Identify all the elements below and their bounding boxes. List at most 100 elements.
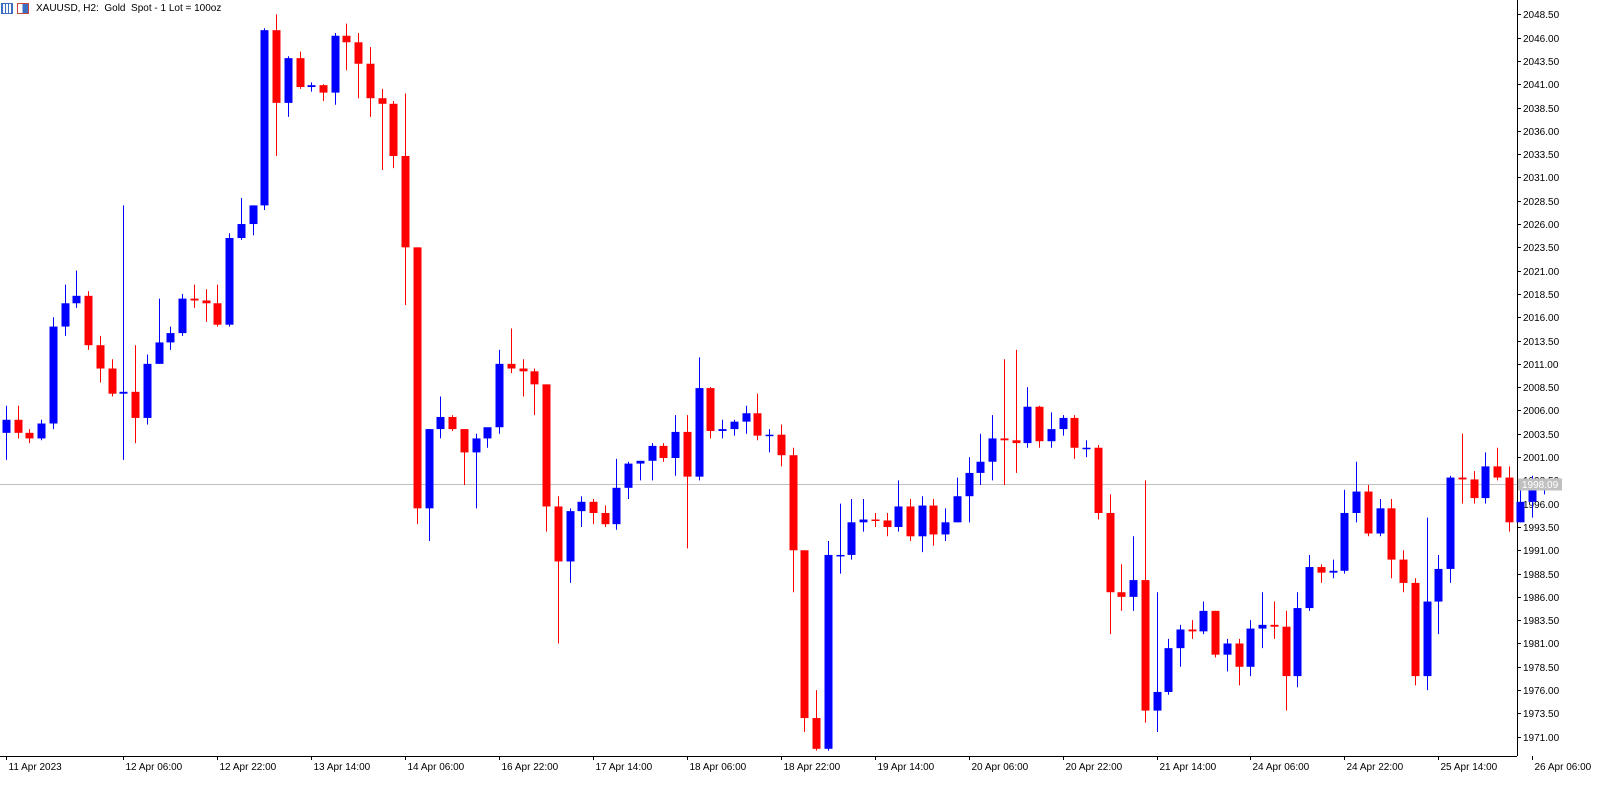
price-tick-label: 1991.00 <box>1523 546 1560 557</box>
bear-candle <box>1211 610 1220 655</box>
bull-candle <box>695 388 704 477</box>
bear-candle <box>1317 567 1326 573</box>
bear-candle <box>96 345 105 369</box>
current-price-label-box <box>1518 478 1562 491</box>
bull-candle <box>1082 447 1091 450</box>
bear-candle <box>1470 479 1479 499</box>
bull-candle <box>178 298 187 334</box>
price-tick-label: 2028.50 <box>1523 197 1560 208</box>
bear-candle <box>1387 508 1396 560</box>
bear-candle <box>507 363 516 369</box>
price-tick-label: 2026.00 <box>1523 220 1560 231</box>
time-tick-label: 26 Apr 06:00 <box>1535 762 1592 773</box>
bull-candle <box>824 554 833 749</box>
price-tick-label: 2006.00 <box>1523 406 1560 417</box>
price-tick-label: 2023.50 <box>1523 243 1560 254</box>
bear-candle <box>929 505 938 535</box>
bull-candle <box>730 421 739 430</box>
bear-candle <box>659 445 668 458</box>
bear-candle <box>108 368 117 394</box>
bear-candle <box>812 718 821 749</box>
bull-candle <box>483 427 492 439</box>
bull-candle <box>1223 643 1232 655</box>
bear-candle <box>1094 447 1103 513</box>
price-tick-label: 1993.50 <box>1523 523 1560 534</box>
bull-candle <box>495 363 504 428</box>
bull-candle <box>742 413 751 422</box>
bull-candle <box>612 487 621 525</box>
bull-candle <box>1528 486 1537 502</box>
bear-candle <box>1235 643 1244 667</box>
price-tick-label: 2041.00 <box>1523 80 1560 91</box>
bear-candle <box>389 103 398 156</box>
bull-candle <box>1376 508 1385 534</box>
bull-candle <box>155 342 164 364</box>
bear-candle <box>906 506 915 537</box>
bull-candle <box>671 431 680 458</box>
bull-candle <box>718 429 727 431</box>
bear-candle <box>366 63 375 99</box>
bear-candle <box>401 156 410 248</box>
bear-candle <box>1035 406 1044 442</box>
bear-candle <box>1106 512 1115 593</box>
price-tick-label: 1983.50 <box>1523 616 1560 627</box>
bull-candle <box>37 423 46 439</box>
bull-candle <box>1340 512 1349 571</box>
bull-candle <box>648 445 657 461</box>
chart-grid-icon[interactable] <box>1 2 13 14</box>
price-tick-label: 2038.50 <box>1523 104 1560 115</box>
bull-candle <box>166 333 175 343</box>
bear-candle <box>777 434 786 456</box>
bull-candle <box>624 463 633 488</box>
bear-candle <box>413 247 422 509</box>
bull-candle <box>765 434 774 437</box>
bear-candle <box>1012 440 1021 444</box>
price-tick-label: 1988.50 <box>1523 570 1560 581</box>
bull-candle <box>953 496 962 523</box>
bull-candle <box>49 326 58 424</box>
bear-candle <box>753 413 762 436</box>
bull-candle <box>307 85 316 88</box>
bull-candle <box>249 205 258 225</box>
bull-candle <box>577 501 586 512</box>
bear-candle <box>1000 438 1009 441</box>
bull-candle <box>636 460 645 464</box>
bull-candle <box>331 35 340 93</box>
time-tick-label: 18 Apr 06:00 <box>690 762 747 773</box>
bear-candle <box>601 512 610 525</box>
price-tick-label: 1971.00 <box>1523 733 1560 744</box>
bull-candle <box>472 438 481 453</box>
bear-candle <box>448 416 457 430</box>
time-tick-label: 12 Apr 22:00 <box>220 762 277 773</box>
bear-candle <box>871 519 880 522</box>
price-tick-label: 2033.50 <box>1523 150 1560 161</box>
price-tick-label: 1973.50 <box>1523 709 1560 720</box>
bear-candle <box>683 431 692 477</box>
bull-candle <box>836 554 845 557</box>
bear-candle <box>706 388 715 431</box>
bull-candle <box>2 419 11 433</box>
bull-candle <box>1246 628 1255 667</box>
bull-candle <box>260 30 269 206</box>
time-tick-label: 14 Apr 06:00 <box>408 762 465 773</box>
current-price-label: 1998.09 <box>1522 480 1559 491</box>
price-tick-label: 1976.00 <box>1523 686 1560 697</box>
bull-candle <box>894 506 903 527</box>
bull-candle <box>72 295 81 304</box>
bull-candle <box>965 472 974 497</box>
time-tick-label: 20 Apr 22:00 <box>1066 762 1123 773</box>
bear-candle <box>1493 466 1502 478</box>
bear-candle <box>589 501 598 513</box>
bull-candle <box>859 519 868 523</box>
object-list-icon[interactable] <box>17 2 29 14</box>
price-tick-label: 2031.00 <box>1523 173 1560 184</box>
price-tick-label: 2008.50 <box>1523 383 1560 394</box>
bull-candle <box>61 303 70 327</box>
bull-candle <box>1434 568 1443 602</box>
price-tick-label: 2011.00 <box>1523 360 1559 371</box>
price-tick-label: 2021.00 <box>1523 267 1560 278</box>
price-tick-label: 2048.50 <box>1523 10 1560 21</box>
bull-candle <box>1293 608 1302 677</box>
